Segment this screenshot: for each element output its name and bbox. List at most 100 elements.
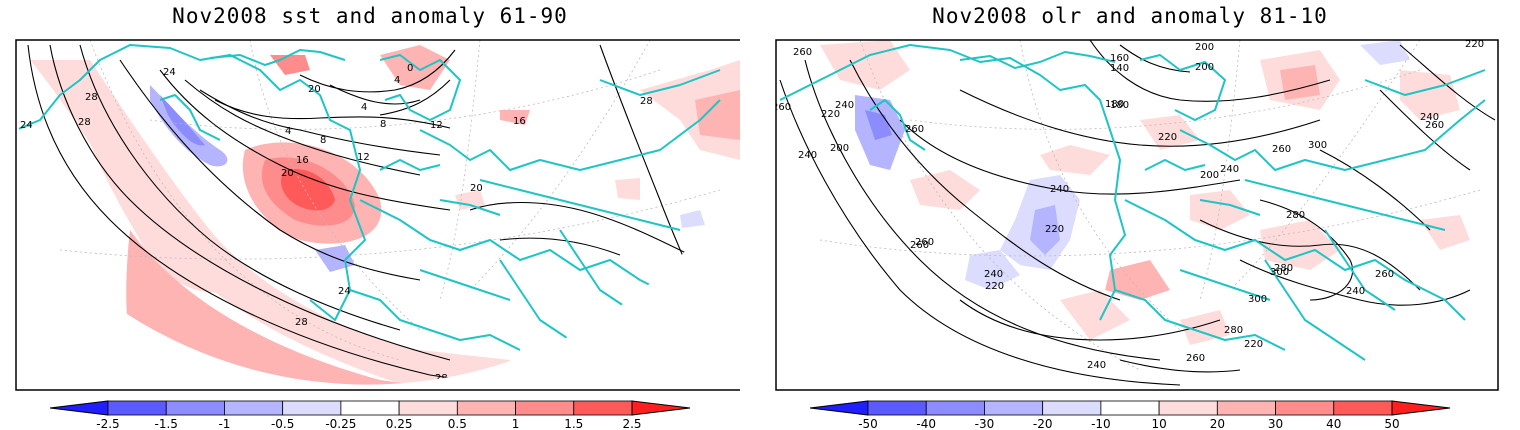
contour-label: 4: [285, 126, 291, 137]
olr-map-title: Nov2008 olr and anomaly 81-10: [932, 4, 1328, 28]
sst-map-title: Nov2008 sst and anomaly 61-90: [172, 4, 568, 28]
olr-map: 260 240 220 200 240 260 260 220 240 260 …: [772, 39, 1499, 430]
colorbar-tick-label: 0.5: [448, 417, 467, 430]
contour-label: 220: [1045, 224, 1064, 235]
colorbar-tick-label: 2.5: [622, 417, 641, 430]
colorbar-box: [165, 400, 225, 416]
colorbar-tick-label: -20: [1033, 417, 1053, 430]
colorbar-box: [282, 400, 342, 416]
contour-label: 240: [984, 269, 1003, 280]
contour-label: 12: [357, 152, 370, 163]
colorbar-tick-label: -1.5: [155, 417, 178, 430]
olr-contour-labels: 260 240 220 200 240 260 260 220 240 260 …: [772, 40, 1484, 371]
contour-label: 240: [798, 150, 817, 161]
contour-label: 300: [1248, 294, 1267, 305]
colorbar-box: [1100, 400, 1160, 416]
contour-label: 240: [835, 100, 854, 111]
colorbar-box: [456, 400, 516, 416]
contour-label: 20: [308, 84, 321, 95]
contour-label: 28: [85, 92, 98, 103]
contour-label: 20: [281, 168, 294, 179]
contour-label: 180: [1110, 100, 1129, 111]
colorbar-box: [1216, 400, 1276, 416]
contour-label: 260: [910, 240, 929, 251]
contour-label: 220: [1244, 339, 1263, 350]
olr-map-frame: [775, 39, 1499, 391]
olr-graticule: [819, 40, 1481, 371]
contour-label: 24: [163, 67, 176, 78]
colorbar-tick-label: 10: [1151, 417, 1166, 430]
contour-label: 260: [915, 237, 934, 248]
contour-label: 200: [1195, 42, 1214, 53]
contour-label: 240: [1220, 164, 1239, 175]
contour-label: 140: [1110, 63, 1129, 74]
contour-label: 12: [430, 120, 443, 131]
colorbar-high-triangle: [631, 400, 691, 416]
colorbar-box: [1042, 400, 1102, 416]
contour-label: 220: [821, 109, 840, 120]
contour-label: 28: [640, 96, 653, 107]
colorbar-tick-label: 40: [1326, 417, 1341, 430]
colorbar-tick-label: -10: [1091, 417, 1111, 430]
colorbar-box: [224, 400, 284, 416]
colorbar-box: [515, 400, 575, 416]
contour-label: 260: [1186, 353, 1205, 364]
contour-label: 180: [1105, 99, 1124, 110]
sst-graticule: [59, 40, 721, 361]
olr-panel: Nov2008 olr and anomaly 81-10: [760, 0, 1500, 430]
contour-label: 260: [1375, 269, 1394, 280]
contour-label: 200: [1200, 170, 1219, 181]
colorbar-tick-label: 1.5: [564, 417, 583, 430]
contour-label: 280: [1274, 263, 1293, 274]
colorbar-box: [1158, 400, 1218, 416]
sst-panel: Nov2008 sst and anomaly 61-90: [0, 0, 740, 430]
olr-colorbar: -50 -40 -30 -20 -10 10 20 30 40 50: [809, 400, 1451, 430]
colorbar-tick-label: 0.25: [386, 417, 413, 430]
colorbar-high-triangle: [1391, 400, 1451, 416]
contour-label: 300: [1308, 140, 1327, 151]
contour-label: 4: [394, 75, 400, 86]
olr-contours: [779, 40, 1496, 386]
sst-map-frame: [15, 39, 740, 391]
contour-label: 260: [1425, 120, 1444, 131]
colorbar-tick-label: -0.25: [325, 417, 356, 430]
olr-anomaly-shading: [820, 40, 1470, 345]
contour-label: 240: [1346, 286, 1365, 297]
contour-label: 16: [513, 116, 526, 127]
colorbar-box: [340, 400, 400, 416]
contour-label: 260: [905, 124, 924, 135]
colorbar-low-triangle: [809, 400, 869, 416]
contour-label: 260: [772, 102, 791, 113]
olr-coastlines: [779, 44, 1486, 361]
colorbar-tick-label: 30: [1268, 417, 1283, 430]
contour-label: 300: [1270, 267, 1289, 278]
contour-label: 0: [407, 63, 413, 74]
contour-label: 240: [1087, 360, 1106, 371]
colorbar-box: [1333, 400, 1393, 416]
colorbar-tick-label: -2.5: [96, 417, 119, 430]
contour-label: 220: [985, 281, 1004, 292]
sst-colorbar: -2.5 -1.5 -1 -0.5 -0.25 0.25 0.5 1 1.5 2.5: [49, 400, 691, 430]
colorbar-tick-label: -50: [858, 417, 878, 430]
colorbar-tick-label: 20: [1210, 417, 1225, 430]
contour-label: 160: [1110, 53, 1129, 64]
colorbar-box: [398, 400, 458, 416]
colorbar-tick-label: 1: [512, 417, 520, 430]
colorbar-low-triangle: [49, 400, 109, 416]
colorbar-tick-label: -0.5: [271, 417, 294, 430]
colorbar-box: [867, 400, 927, 416]
contour-label: 280: [1286, 210, 1305, 221]
contour-label: 28: [295, 317, 308, 328]
colorbar-box: [573, 400, 633, 416]
colorbar-box: [107, 400, 167, 416]
colorbar-tick-label: -1: [218, 417, 230, 430]
contour-label: 8: [380, 119, 386, 130]
colorbar-box: [1275, 400, 1335, 416]
contour-label: 280: [1224, 325, 1243, 336]
contour-label: 4: [361, 102, 367, 113]
contour-label: 24: [338, 286, 351, 297]
sst-map: 24 28 28 28 24 4 0 8 12 16 20 20 4 8 4 1…: [15, 39, 740, 430]
contour-label: 28: [435, 373, 448, 384]
contour-label: 28: [78, 117, 91, 128]
contour-label: 260: [793, 47, 812, 58]
